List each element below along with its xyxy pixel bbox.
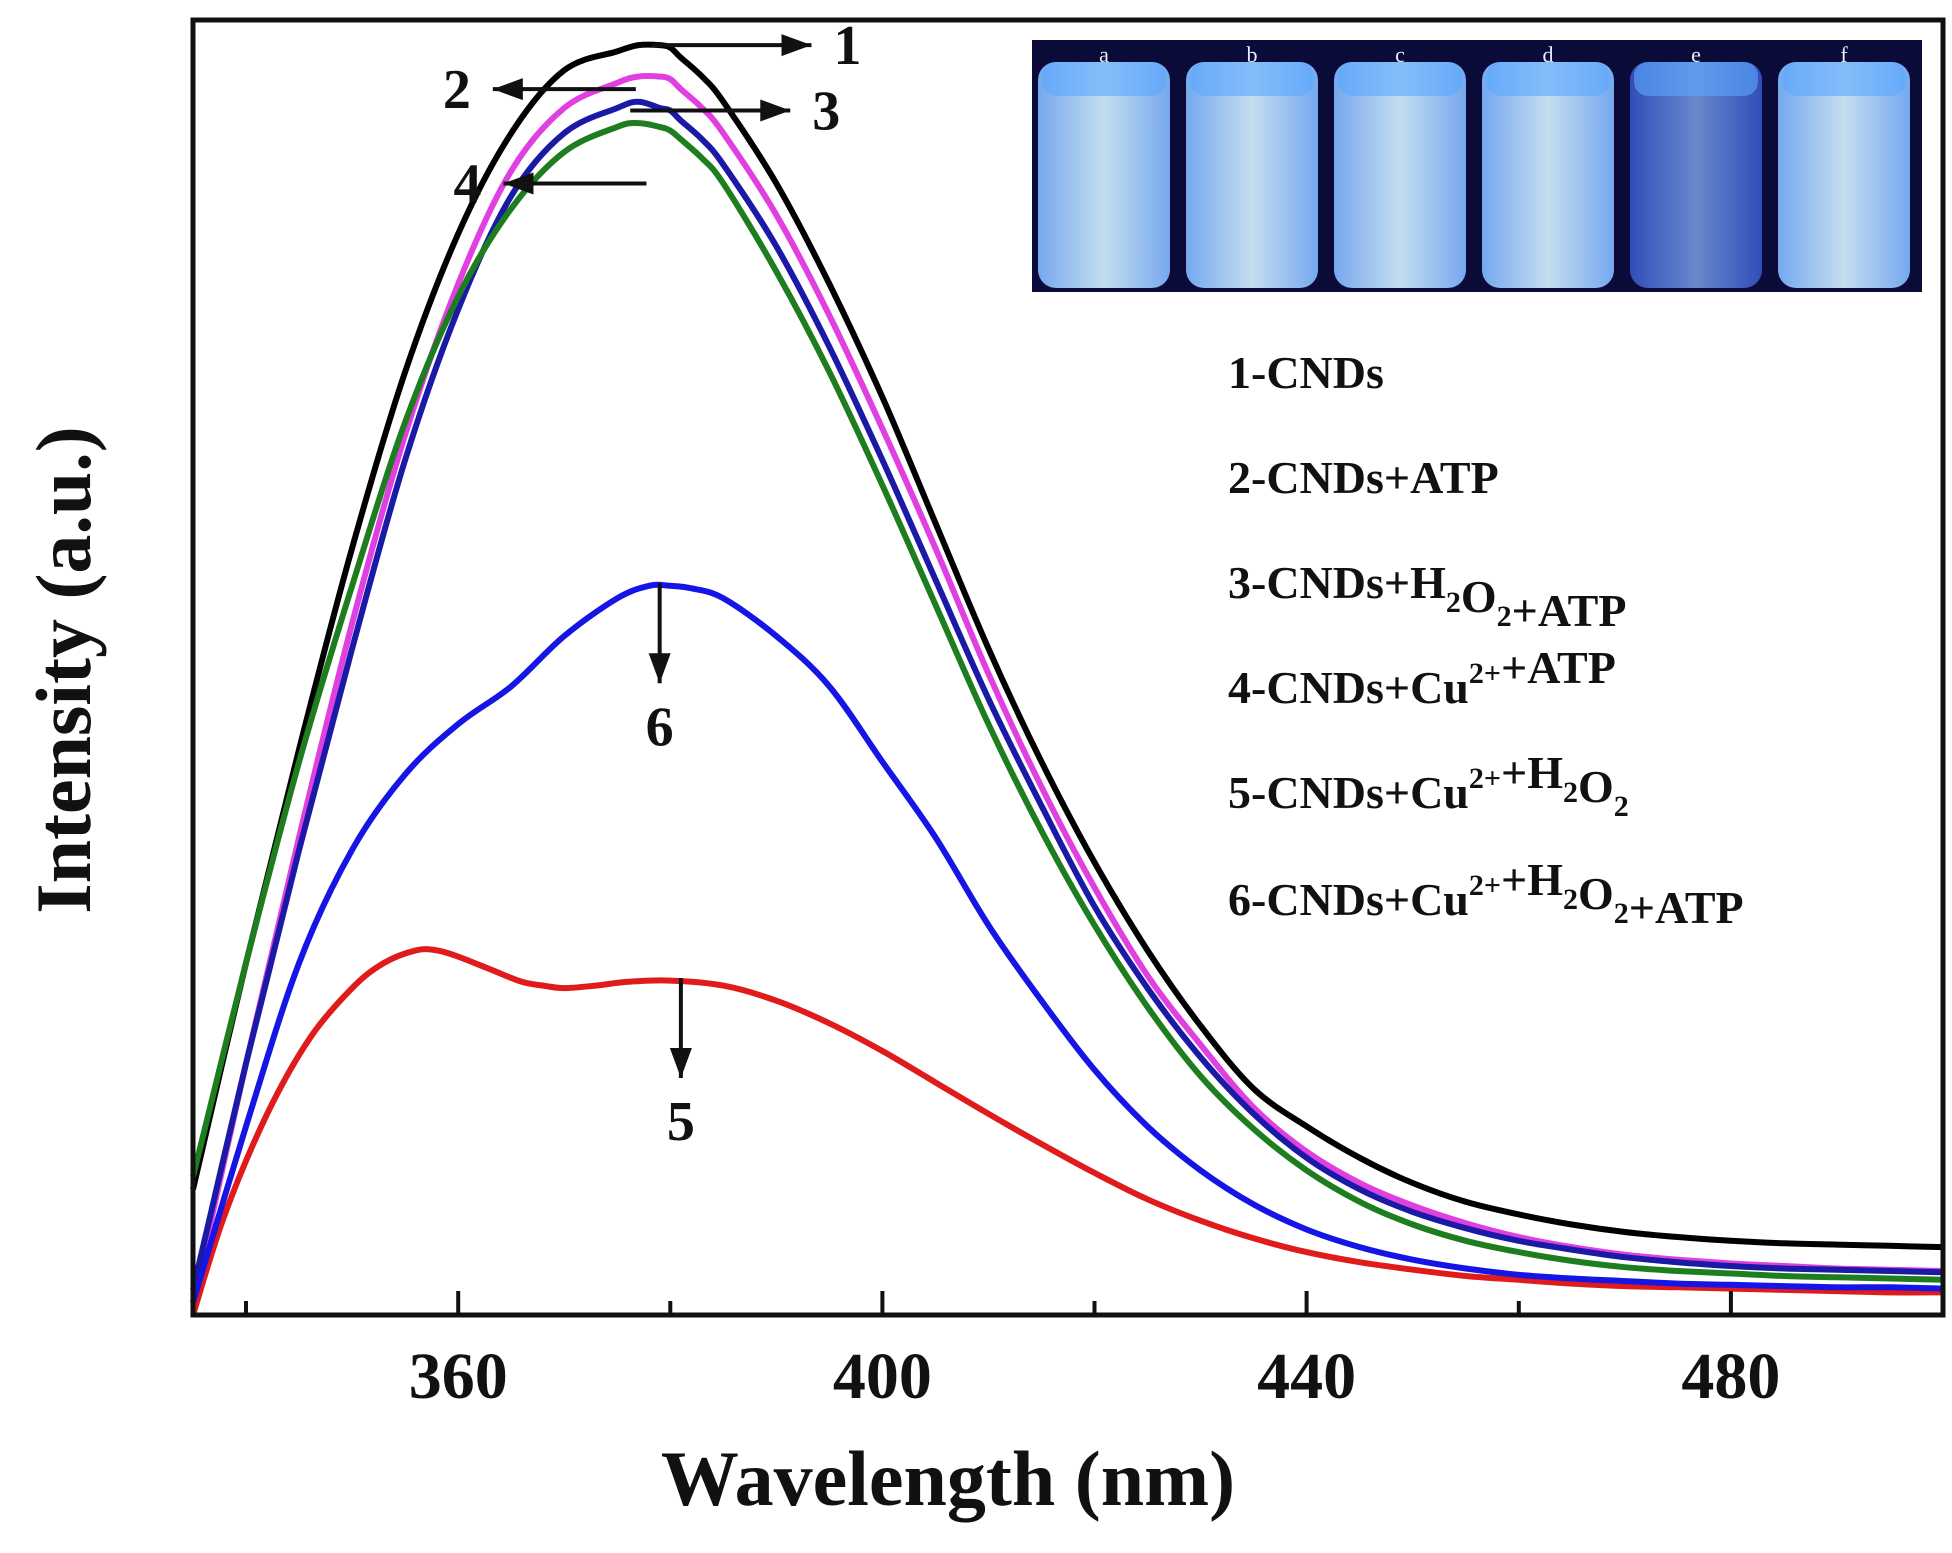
- curve-label-3: 3: [812, 81, 840, 143]
- curve-label-4: 4: [453, 153, 481, 215]
- y-axis-label: Intensity (a.u.): [20, 426, 107, 914]
- vial-label: c: [1395, 42, 1405, 67]
- annotation-arrow-head: [648, 653, 671, 684]
- vial-cap: [1338, 62, 1462, 96]
- vial-label: e: [1691, 42, 1701, 67]
- curve-label-1: 1: [833, 15, 861, 77]
- vial-body: [1482, 62, 1614, 288]
- inset-background: [1032, 40, 1922, 292]
- legend: 1-CNDs 2-CNDs+ATP 3-CNDs+H2O2+ATP4-CNDs+Cu…: [1228, 347, 1744, 933]
- series-line-6: [190, 581, 1944, 1304]
- vial-cap: [1782, 62, 1906, 96]
- inset-photo: a b c d e f: [1032, 40, 1922, 292]
- legend-item-1: 1-CNDs: [1228, 347, 1384, 398]
- vial-cap: [1486, 62, 1610, 96]
- curve-label-6: 6: [646, 696, 674, 758]
- x-axis-ticks: 360 400 440 480: [244, 1291, 1945, 1413]
- legend-item-5: 5-CNDs+Cu2++H2O2: [1228, 747, 1629, 823]
- curve-annotations: 1 2 3 4 6 5: [443, 15, 862, 1153]
- annotation-arrow-head: [669, 1048, 692, 1079]
- legend-item-4: 4-CNDs+Cu2++ATP: [1228, 642, 1616, 713]
- vial-body: [1038, 62, 1170, 288]
- vial-body: [1334, 62, 1466, 288]
- vial-label: d: [1543, 42, 1554, 67]
- vial-label: a: [1099, 42, 1109, 67]
- vial-cap: [1190, 62, 1314, 96]
- inset-vials: a b c d e f: [1038, 42, 1910, 288]
- vial-cap: [1634, 62, 1758, 96]
- vial-body: [1630, 62, 1762, 288]
- series-line-1: [190, 41, 1944, 1251]
- x-tick-label: 400: [833, 1340, 932, 1413]
- x-tick-label: 360: [409, 1340, 508, 1413]
- series-line-5: [190, 946, 1944, 1316]
- annotation-arrow-head: [492, 78, 523, 101]
- annotation-arrow-head: [503, 172, 534, 195]
- vial-label: f: [1840, 42, 1848, 67]
- annotation-arrow-head: [781, 34, 812, 57]
- annotation-arrow-head: [760, 99, 791, 122]
- legend-item-6: 6-CNDs+Cu2++H2O2+ATP: [1228, 854, 1744, 933]
- vial-label: b: [1247, 42, 1258, 67]
- curve-label-2: 2: [443, 59, 471, 121]
- vial-body: [1778, 62, 1910, 288]
- curve-label-5: 5: [667, 1091, 695, 1153]
- series-curves: [190, 41, 1944, 1316]
- x-tick-label: 440: [1257, 1340, 1356, 1413]
- plot-frame: [190, 17, 1946, 1318]
- legend-item-2: 2-CNDs+ATP: [1228, 452, 1499, 503]
- x-tick-label: 480: [1681, 1340, 1780, 1413]
- series-line-4: [190, 120, 1944, 1283]
- series-line-3: [190, 98, 1944, 1291]
- x-axis-label: Wavelength (nm): [661, 1435, 1235, 1522]
- vial-cap: [1042, 62, 1166, 96]
- vial-body: [1186, 62, 1318, 288]
- legend-item-3: 3-CNDs+H2O2+ATP: [1228, 557, 1626, 636]
